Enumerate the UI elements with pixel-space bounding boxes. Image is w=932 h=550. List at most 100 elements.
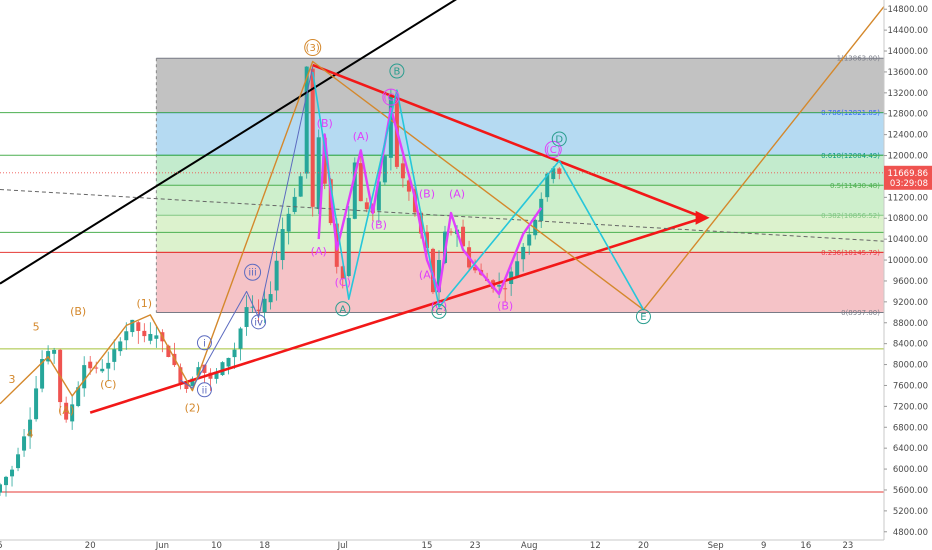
wave-label-20: (A): [419, 268, 435, 281]
x-tick-9: 12: [590, 541, 601, 550]
wave-label-23: (B): [497, 300, 513, 313]
fib-zone-0: [156, 58, 884, 113]
candle-body: [503, 288, 508, 290]
y-tick-13: 9600.00: [893, 277, 928, 287]
candle-body: [298, 176, 303, 197]
x-tick-10: 20: [638, 541, 649, 550]
candle-body: [527, 234, 532, 246]
candle-body: [166, 345, 171, 358]
wave-label-7: (2): [185, 402, 201, 415]
x-tick-13: 16: [800, 541, 811, 550]
candle-body: [364, 202, 369, 210]
candle-body: [539, 198, 544, 222]
wave-label-24: (C): [546, 145, 561, 156]
x-tick-7: 23: [470, 541, 481, 550]
y-tick-24: 5200.00: [893, 507, 928, 517]
y-tick-4: 13200.00: [887, 89, 928, 99]
y-tick-12: 10000.00: [887, 256, 928, 266]
wave-label-0: 5: [33, 321, 40, 334]
wave-label-ring-29: [635, 309, 651, 325]
fib-label-0: 1(13863.00): [837, 55, 881, 63]
candle-body: [256, 309, 261, 312]
candle-body: [268, 294, 273, 303]
candle-body: [250, 306, 255, 308]
wave-label-13: (B): [317, 117, 333, 130]
dashed-gray: [0, 189, 885, 242]
y-tick-15: 8800.00: [893, 319, 928, 329]
y-tick-0: 14800.00: [887, 5, 928, 15]
candle-body: [376, 181, 381, 211]
candle-body: [382, 156, 387, 183]
candle-body: [449, 231, 454, 233]
candle-body: [280, 229, 285, 261]
wave-label-10: ii: [202, 385, 208, 396]
wave-label-8: (3): [306, 43, 320, 54]
candle-body: [10, 469, 15, 477]
candle-body: [262, 298, 267, 313]
x-tick-12: 9: [761, 541, 766, 550]
candle-body: [286, 213, 291, 232]
candle-body: [28, 419, 33, 437]
candle-body: [400, 163, 405, 179]
candle-body: [226, 357, 231, 367]
candle-body: [473, 266, 478, 271]
wave-label-1: 3: [9, 373, 16, 386]
fib-label-4: 0.382(10856.52): [821, 212, 880, 220]
fib-zone-4: [156, 215, 884, 253]
candle-body: [232, 349, 237, 358]
cyan-triangle: [311, 71, 645, 311]
wave-label-ring-18: [382, 88, 400, 106]
x-tick-4: 18: [259, 541, 270, 550]
y-tick-2: 14000.00: [887, 47, 928, 57]
last-price-countdown: 03:29:08: [890, 179, 928, 189]
wave-label-11: iii: [248, 268, 256, 279]
wave-label-27: C: [436, 307, 443, 318]
x-tick-11: Sep: [708, 541, 724, 550]
wave-label-25: A: [339, 304, 346, 315]
wave-label-4: (A): [58, 404, 74, 417]
candle-body: [76, 387, 81, 407]
candle-body: [178, 367, 183, 384]
candle-body: [70, 404, 75, 422]
candle-body: [118, 341, 123, 352]
magenta-wxy: [317, 107, 543, 296]
y-tick-22: 6000.00: [893, 465, 928, 475]
blue-impulse: [180, 66, 314, 389]
y-tick-25: 4800.00: [893, 528, 928, 538]
candle-body: [515, 261, 520, 277]
orange-projection: [0, 6, 885, 405]
fib-label-5: 0.236(10145.79): [821, 249, 880, 257]
y-tick-20: 6800.00: [893, 423, 928, 433]
y-tick-1: 14400.00: [887, 26, 928, 36]
trend-lines: [0, 0, 885, 414]
y-tick-6: 12400.00: [887, 131, 928, 141]
wave-paths: [0, 6, 885, 405]
wave-label-ring-25: [335, 301, 351, 317]
wave-label-3: (B): [70, 305, 86, 318]
wave-label-19: (B): [419, 187, 435, 200]
red-resistance: [312, 63, 705, 219]
fib-zone-3: [156, 185, 884, 216]
candle-body: [94, 367, 99, 369]
candle-body: [34, 388, 39, 420]
x-tick-6: 15: [422, 541, 433, 550]
candle-body: [148, 333, 153, 341]
last-price-bg: [884, 165, 932, 190]
fib-zones: [155, 58, 884, 313]
wave-label-ring-27: [431, 303, 447, 319]
candle-body: [100, 368, 105, 372]
candle-body: [346, 217, 351, 276]
y-tick-3: 13600.00: [887, 68, 928, 78]
candle-body: [388, 96, 393, 158]
x-tick-1: 20: [85, 541, 96, 550]
y-tick-11: 10400.00: [887, 235, 928, 245]
candle-body: [220, 362, 225, 376]
candle-body: [310, 68, 315, 207]
last-price-value: 11669.86: [887, 169, 928, 179]
y-tick-18: 7600.00: [893, 381, 928, 391]
wave-label-ring-9: [196, 335, 212, 351]
candle-body: [461, 226, 466, 247]
